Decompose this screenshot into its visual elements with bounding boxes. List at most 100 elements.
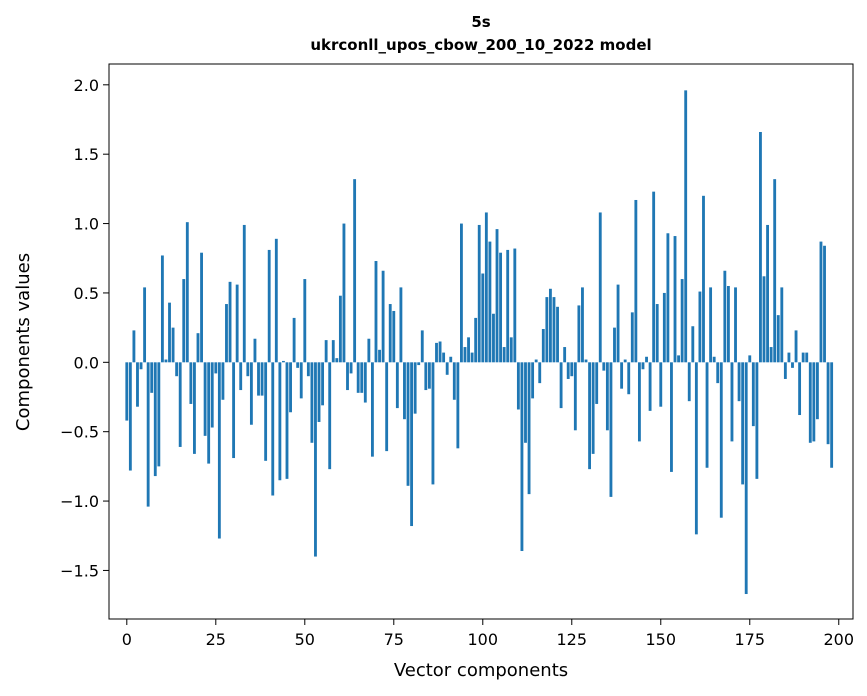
bar	[274, 238, 278, 363]
bar	[787, 352, 791, 363]
bar	[769, 347, 773, 363]
x-tick-label: 175	[734, 630, 765, 649]
bar	[780, 287, 784, 363]
plot-frame	[108, 63, 854, 620]
bar	[609, 362, 613, 497]
bar	[420, 330, 424, 363]
x-tick-label: 150	[645, 630, 676, 649]
bar	[139, 362, 143, 370]
bar	[570, 362, 574, 377]
bar	[730, 362, 734, 442]
bar	[410, 362, 414, 527]
bar	[171, 327, 175, 363]
bar	[502, 347, 506, 363]
bar	[798, 362, 802, 416]
bar	[210, 362, 214, 428]
bar	[456, 362, 460, 449]
bar	[716, 362, 720, 384]
bar	[613, 327, 616, 363]
bar	[698, 291, 702, 363]
bar	[271, 362, 275, 496]
x-tick-label: 0	[122, 630, 132, 649]
bar	[363, 362, 367, 403]
bar	[627, 362, 631, 395]
bar	[185, 222, 189, 363]
bar	[534, 359, 538, 363]
bar	[634, 199, 638, 363]
bar	[317, 362, 321, 422]
bar	[481, 273, 485, 363]
bar	[303, 279, 307, 363]
bar	[759, 131, 762, 363]
bar	[726, 286, 730, 363]
y-tick-label: 2.0	[74, 76, 99, 95]
bar	[353, 179, 357, 363]
bar	[217, 362, 221, 539]
bar	[748, 355, 752, 363]
bar	[648, 362, 652, 411]
x-tick-label: 75	[384, 630, 404, 649]
bar	[737, 362, 741, 402]
y-tick-label: 1.0	[74, 215, 99, 234]
bar	[331, 340, 335, 363]
bar	[556, 306, 559, 363]
bar	[392, 310, 396, 363]
bar	[527, 362, 531, 495]
bar	[335, 358, 339, 363]
bar	[830, 362, 834, 468]
bar	[257, 362, 260, 396]
bar	[538, 362, 542, 384]
bar	[776, 315, 780, 363]
bar	[755, 362, 759, 479]
bar	[445, 362, 449, 375]
bar	[249, 362, 253, 425]
bar	[324, 340, 328, 363]
bar	[321, 362, 325, 406]
bar	[766, 224, 769, 363]
bar	[463, 347, 467, 363]
bar	[193, 362, 196, 454]
bar	[645, 356, 648, 363]
bar	[666, 233, 670, 363]
bar	[221, 362, 225, 400]
bar	[677, 355, 680, 363]
bar	[413, 362, 417, 414]
bar	[356, 362, 360, 393]
bar	[289, 362, 292, 413]
bar	[128, 362, 132, 471]
x-axis-ticks: 0 25 50 75 100 125 150 175 200	[122, 619, 854, 649]
bar	[328, 362, 332, 470]
bar	[509, 337, 513, 363]
bar	[385, 362, 389, 452]
chart-title: 5s	[471, 13, 490, 31]
bar	[342, 223, 346, 363]
bar	[267, 249, 271, 363]
bar	[203, 362, 207, 436]
bar	[200, 252, 203, 363]
bar	[153, 362, 157, 477]
bar	[417, 362, 421, 366]
x-axis-label: Vector components	[394, 660, 568, 681]
bar	[808, 362, 812, 443]
bar	[278, 362, 282, 481]
bars-group	[125, 90, 834, 595]
bar	[744, 362, 748, 595]
bar	[442, 352, 446, 363]
bar	[427, 362, 431, 389]
bar	[452, 362, 456, 400]
y-tick-label: 1.5	[74, 145, 99, 164]
x-tick-label: 50	[295, 630, 315, 649]
bar	[620, 362, 624, 389]
bar	[310, 362, 314, 443]
y-tick-label: −1.0	[60, 492, 99, 511]
bar	[687, 362, 691, 402]
bar	[125, 362, 129, 421]
bar	[164, 359, 168, 363]
bar	[492, 313, 495, 363]
bar	[499, 252, 503, 363]
bar	[705, 362, 709, 468]
bar	[435, 342, 438, 363]
bar	[232, 362, 236, 459]
bar	[616, 284, 620, 363]
bar	[805, 352, 809, 363]
